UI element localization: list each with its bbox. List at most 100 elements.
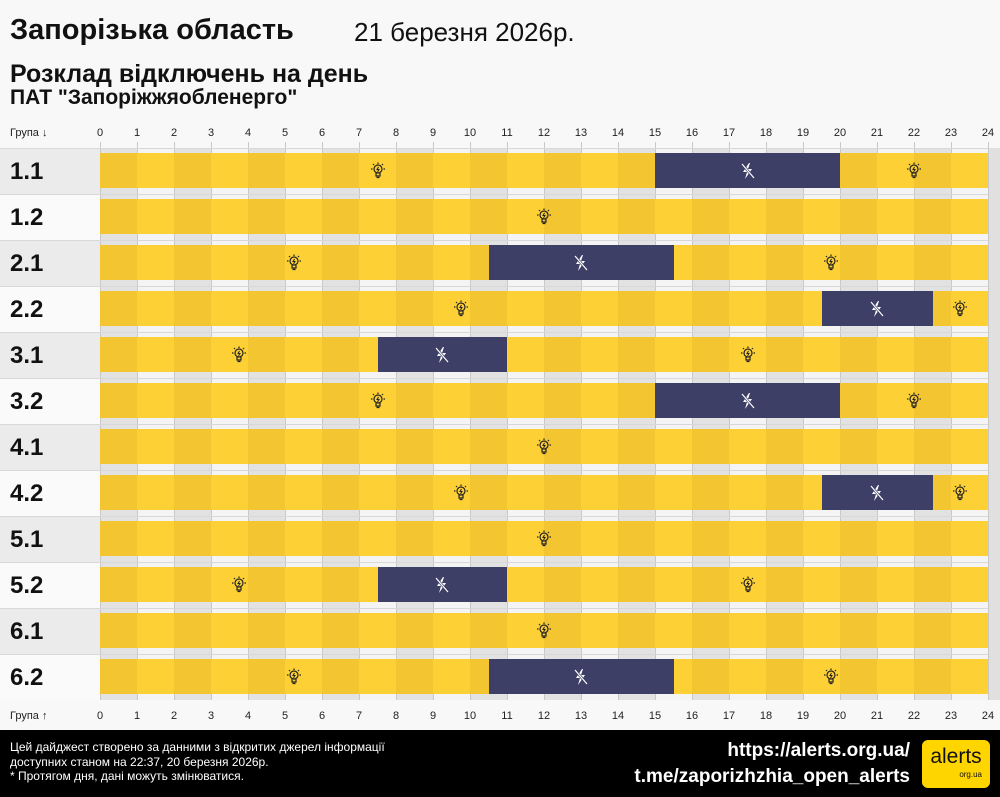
power-on-hour bbox=[618, 337, 655, 372]
hour-tick-label: 22 bbox=[907, 710, 921, 722]
lightbulb-icon bbox=[536, 622, 552, 640]
group-label: 1.2 bbox=[0, 194, 100, 240]
no-power-bolt-icon bbox=[869, 300, 885, 318]
power-on-hour bbox=[174, 291, 211, 326]
power-on-hour bbox=[544, 429, 581, 464]
power-on-hour bbox=[507, 291, 544, 326]
hour-tick-label: 7 bbox=[355, 127, 363, 139]
row-divider bbox=[100, 332, 988, 333]
power-on-hour bbox=[840, 613, 877, 648]
power-on-hour bbox=[211, 199, 248, 234]
hour-gridline bbox=[322, 142, 323, 700]
power-on-hour bbox=[544, 337, 581, 372]
power-on-hour bbox=[322, 659, 359, 694]
schedule-subtitle: Розклад відключень на день bbox=[10, 60, 369, 88]
power-on-hour bbox=[285, 199, 322, 234]
power-on-hour bbox=[692, 659, 729, 694]
power-on-hour bbox=[877, 521, 914, 556]
power-on-hour bbox=[692, 475, 729, 510]
power-on-hour bbox=[766, 429, 803, 464]
power-on-hour bbox=[359, 475, 396, 510]
hour-tick-label: 24 bbox=[981, 710, 995, 722]
footer: Цей дайджест створено за данними з відкр… bbox=[0, 730, 1000, 797]
lightbulb-icon bbox=[906, 392, 922, 410]
power-on-hour bbox=[470, 383, 507, 418]
power-on-hour bbox=[840, 429, 877, 464]
power-on-hour bbox=[618, 567, 655, 602]
hour-gridline bbox=[211, 142, 212, 700]
power-on-hour bbox=[174, 659, 211, 694]
power-on-hour bbox=[396, 659, 433, 694]
power-on-hour bbox=[581, 475, 618, 510]
power-on-hour bbox=[840, 383, 877, 418]
hour-gridline bbox=[137, 142, 138, 700]
power-on-hour bbox=[840, 245, 877, 280]
power-on-hour bbox=[766, 245, 803, 280]
power-on-hour bbox=[396, 475, 433, 510]
power-on-hour bbox=[766, 521, 803, 556]
power-on-hour bbox=[803, 337, 840, 372]
lightbulb-icon bbox=[740, 576, 756, 594]
lightbulb-icon bbox=[231, 346, 247, 364]
hour-tick-label: 3 bbox=[207, 127, 215, 139]
power-on-hour bbox=[100, 245, 137, 280]
hour-gridline bbox=[248, 142, 249, 700]
hour-gridline bbox=[507, 142, 508, 700]
power-on-hour bbox=[322, 291, 359, 326]
hour-gridline bbox=[359, 142, 360, 700]
row-divider bbox=[100, 562, 988, 563]
power-on-hour bbox=[618, 613, 655, 648]
no-power-bolt-icon bbox=[573, 668, 589, 686]
power-on-hour bbox=[877, 199, 914, 234]
site-link[interactable]: https://alerts.org.ua/ bbox=[727, 740, 910, 761]
power-on-hour bbox=[692, 567, 729, 602]
power-on-hour bbox=[951, 383, 988, 418]
power-on-hour bbox=[174, 153, 211, 188]
alerts-logo: alerts org.ua bbox=[922, 740, 990, 788]
power-on-hour bbox=[248, 383, 285, 418]
power-on-hour bbox=[174, 475, 211, 510]
power-on-hour bbox=[248, 429, 285, 464]
hour-gridline bbox=[100, 142, 101, 700]
power-on-hour bbox=[359, 199, 396, 234]
hour-tick-label: 6 bbox=[318, 127, 326, 139]
region-title: Запорізька область bbox=[10, 14, 294, 46]
power-on-hour bbox=[100, 383, 137, 418]
power-on-hour bbox=[618, 475, 655, 510]
power-on-hour bbox=[137, 659, 174, 694]
hour-gridline bbox=[655, 142, 656, 700]
no-power-bolt-icon bbox=[434, 346, 450, 364]
power-on-hour bbox=[655, 429, 692, 464]
power-on-hour bbox=[507, 613, 544, 648]
hour-gridline bbox=[285, 142, 286, 700]
power-on-hour bbox=[322, 383, 359, 418]
power-on-hour bbox=[433, 613, 470, 648]
power-on-hour bbox=[507, 521, 544, 556]
power-on-hour bbox=[211, 659, 248, 694]
hour-tick-label: 21 bbox=[870, 127, 884, 139]
power-on-hour bbox=[544, 153, 581, 188]
power-on-hour bbox=[766, 659, 803, 694]
power-on-hour bbox=[877, 337, 914, 372]
power-on-hour bbox=[581, 429, 618, 464]
hour-gridline bbox=[544, 142, 545, 700]
power-on-hour bbox=[581, 521, 618, 556]
power-on-hour bbox=[655, 475, 692, 510]
power-on-hour bbox=[322, 337, 359, 372]
power-on-hour bbox=[840, 659, 877, 694]
power-on-hour bbox=[248, 199, 285, 234]
power-on-hour bbox=[433, 659, 470, 694]
group-label: 6.1 bbox=[0, 608, 100, 654]
power-on-hour bbox=[692, 291, 729, 326]
power-on-hour bbox=[766, 291, 803, 326]
power-on-hour bbox=[433, 429, 470, 464]
hour-gridline bbox=[766, 142, 767, 700]
power-on-hour bbox=[840, 199, 877, 234]
power-on-hour bbox=[285, 429, 322, 464]
power-on-hour bbox=[618, 153, 655, 188]
telegram-link[interactable]: t.me/zaporizhzhia_open_alerts bbox=[634, 766, 910, 787]
power-on-hour bbox=[507, 153, 544, 188]
power-on-hour bbox=[285, 337, 322, 372]
power-on-hour bbox=[729, 245, 766, 280]
group-axis-label-top: Група ↓ bbox=[10, 127, 48, 139]
